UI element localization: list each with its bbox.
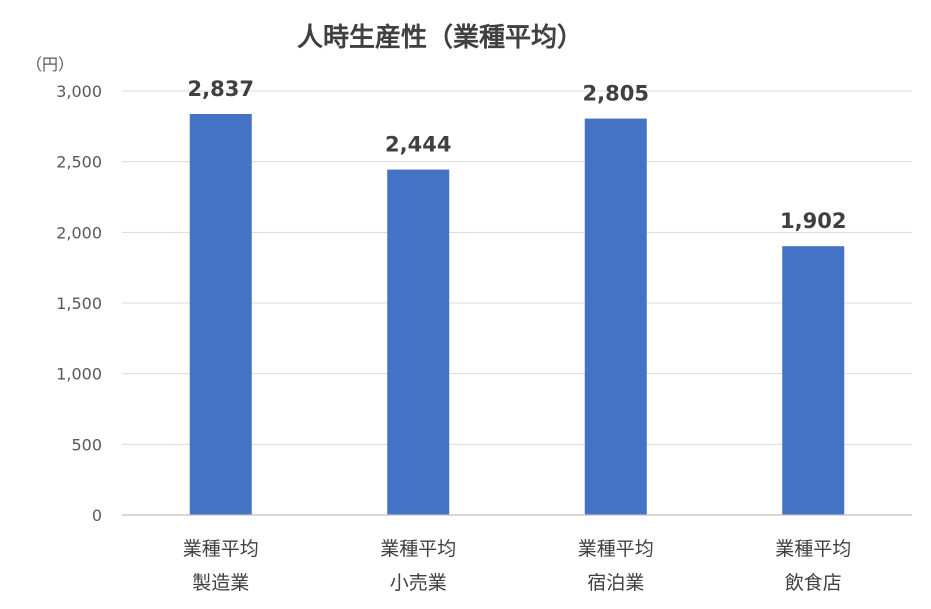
data-label: 2,444 [385, 133, 451, 157]
bar [782, 246, 845, 515]
data-labels: 2,837 2,444 2,805 1,902 [188, 77, 847, 233]
y-tick-label: 1,000 [56, 365, 102, 384]
bar [584, 118, 647, 515]
y-tick-label: 2,000 [56, 223, 102, 242]
data-label: 2,805 [583, 82, 649, 106]
bars [189, 114, 845, 516]
x-category-label: 製造業 [192, 572, 249, 594]
x-category-label: 業種平均 [380, 538, 456, 560]
y-tick-label: 500 [71, 435, 102, 454]
x-category-label: 小売業 [390, 572, 447, 594]
x-category-label: 業種平均 [775, 538, 851, 560]
y-tick-label: 3,000 [56, 82, 102, 101]
x-category-label: 業種平均 [183, 538, 259, 560]
y-tick-label: 2,500 [56, 153, 102, 172]
x-category-label: 飲食店 [785, 572, 842, 594]
gridlines [122, 90, 912, 445]
y-axis-unit: （円） [26, 55, 74, 74]
bar [189, 114, 252, 516]
x-category-label: 業種平均 [578, 538, 654, 560]
bar [387, 169, 450, 515]
y-tick-label: 0 [92, 506, 102, 525]
y-tick-label: 1,500 [56, 294, 102, 313]
data-label: 1,902 [780, 209, 846, 233]
data-label: 2,837 [188, 77, 254, 101]
y-axis-ticks: 0 500 1,000 1,500 2,000 2,500 3,000 [56, 82, 102, 525]
x-category-label: 宿泊業 [587, 572, 644, 594]
chart-title: 人時生産性（業種平均） [297, 22, 583, 53]
